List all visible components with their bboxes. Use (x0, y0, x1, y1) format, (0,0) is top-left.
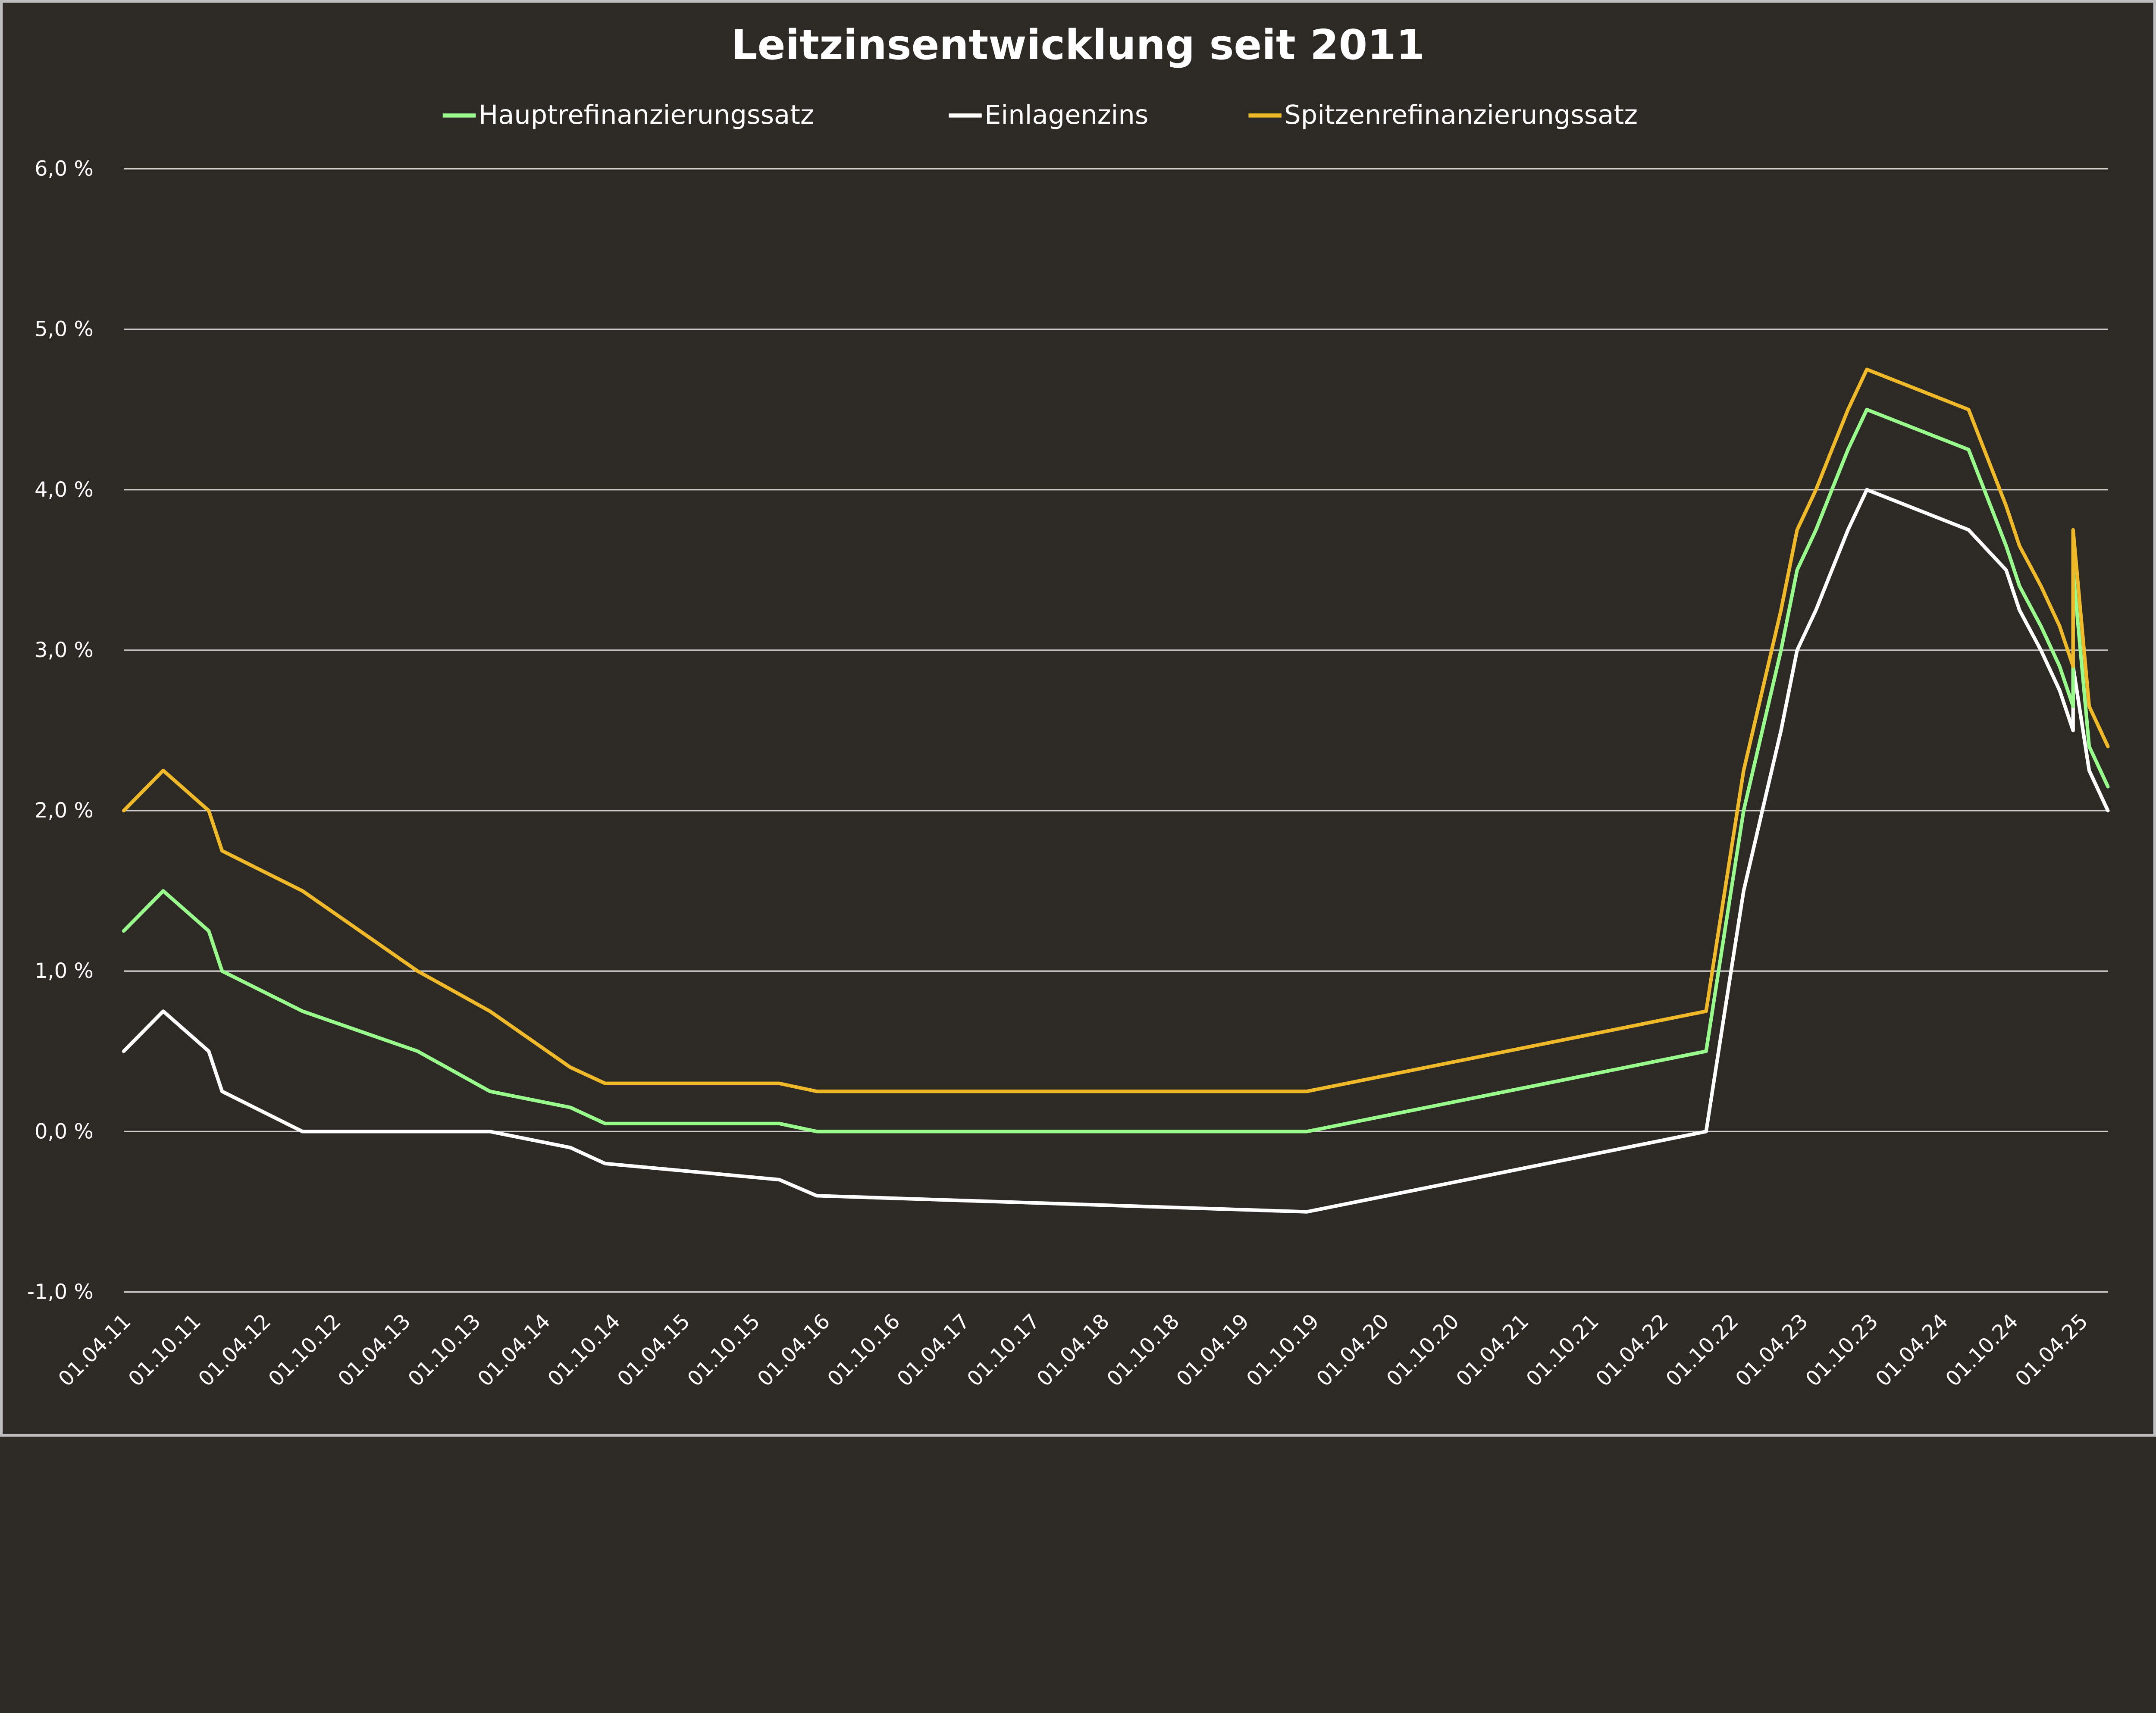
y-tick-label: 2,0 % (34, 799, 94, 823)
y-tick-label: 1,0 % (34, 959, 94, 983)
legend-label: Hauptrefinanzierungssatz (479, 100, 814, 130)
series-line-0 (122, 407, 2110, 1134)
y-tick-label: 3,0 % (34, 639, 94, 662)
chart: Leitzinsentwicklung seit 2011 Hauptrefin… (0, 0, 2156, 1437)
series-line-1 (122, 488, 2110, 1214)
series-line-2 (122, 367, 2110, 1093)
y-tick-label: 6,0 % (34, 157, 94, 181)
legend: Hauptrefinanzierungssatz Einlagenzins Spit… (442, 100, 1638, 130)
y-axis-ticks: -1,0 % 0,0 % 1,0 % 2,0 % 3,0 % 4,0 % 5,0 % 6,0 … (27, 157, 94, 1304)
y-tick-label: 4,0 % (34, 478, 94, 502)
chart-background (0, 0, 2156, 1437)
y-tick-label: -1,0 % (27, 1280, 94, 1304)
y-tick-label: 5,0 % (34, 318, 94, 341)
y-tick-label: 0,0 % (34, 1120, 94, 1143)
legend-item: Spitzenrefinanzierungssatz (1248, 100, 1638, 130)
legend-label: Spitzenrefinanzierungssatz (1284, 100, 1638, 130)
series-lines (122, 367, 2110, 1214)
gridlines (123, 168, 2108, 1293)
legend-item: Einlagenzins (949, 100, 1148, 130)
legend-label: Einlagenzins (984, 100, 1148, 130)
chart-title: Leitzinsentwicklung seit 2011 (731, 21, 1425, 69)
legend-item: Hauptrefinanzierungssatz (442, 100, 814, 130)
